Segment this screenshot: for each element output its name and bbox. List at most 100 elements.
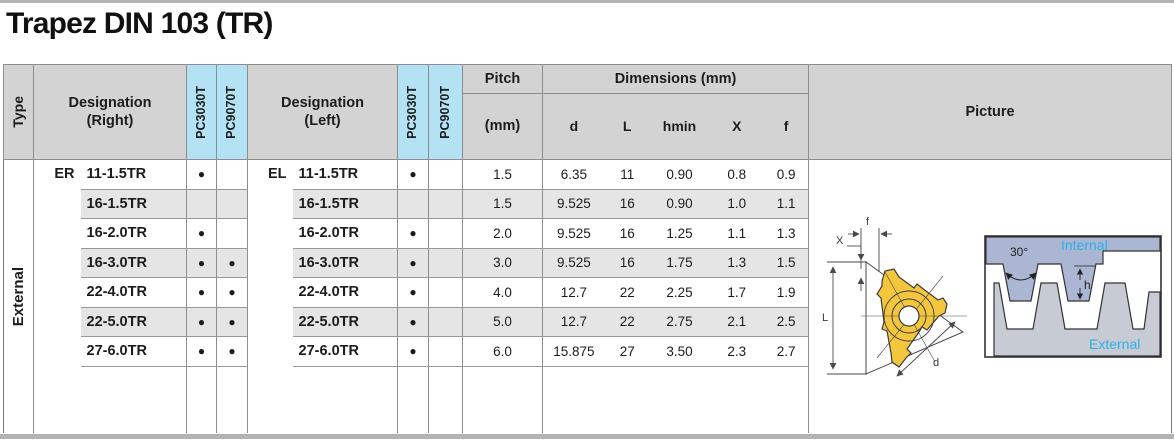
table-row: 16-3.0TR ● ● 16-3.0TR ● 3.0 9.525 16 1.75 1… — [4, 248, 1172, 278]
grade-dot-cell: ● — [397, 307, 430, 337]
pitch-value: 4.0 — [462, 277, 544, 308]
table-row: 16-2.0TR ● 16-2.0TR ● 2.0 9.525 16 1.25 1.1… — [4, 218, 1172, 249]
column-header-grade-pc9070t-left: PC9070T — [428, 64, 464, 160]
column-header-dimensions: Dimensions (mm) — [542, 64, 810, 94]
angle-label: 30° — [1010, 245, 1028, 259]
empty-filler-row — [4, 366, 1172, 433]
grade-dot-cell: ● — [216, 336, 249, 367]
external-thread-shape — [993, 282, 1161, 357]
insert-hole — [898, 305, 920, 327]
insert-spec-table: Type Designation (Right) PC3030T PC9070T… — [3, 64, 1173, 433]
column-header-pitch-unit: (mm) — [462, 93, 544, 160]
dimension-values: 12.7 22 2.75 2.1 2.5 — [542, 307, 810, 337]
header-row-bottom: (mm) d L hmin X f — [4, 93, 1172, 160]
table-row: External ER 11-1.5TR ● EL 11-1.5TR ● 1.5… — [3, 159, 1172, 433]
grade-dot-cell — [216, 218, 249, 249]
pitch-value: 5.0 — [462, 307, 544, 337]
column-header-pitch: Pitch — [462, 64, 544, 94]
grade-dot-cell — [428, 336, 464, 367]
dim-x-label: X — [836, 235, 844, 247]
designation-left: 11-1.5TR — [292, 159, 399, 190]
grade-dot-cell — [428, 159, 464, 190]
prefix-right-label: ER — [54, 166, 75, 182]
grade-dot-cell — [216, 159, 249, 190]
dimension-values: 6.35 11 0.90 0.8 0.9 — [542, 159, 810, 190]
grade-dot-cell: ● — [186, 307, 218, 337]
column-header-grade-pc9070t-right: PC9070T — [216, 64, 249, 160]
grade-dot-cell: ● — [397, 277, 430, 308]
top-divider — [0, 0, 1174, 3]
internal-label: Internal — [1061, 237, 1108, 253]
grade-dot-cell — [397, 189, 430, 219]
external-label: External — [1089, 336, 1140, 352]
prefix-left-label: EL — [267, 166, 287, 182]
dim-l-label: L — [822, 312, 828, 324]
dimension-values: 15.875 27 3.50 2.3 2.7 — [542, 336, 810, 367]
pitch-value: 2.0 — [462, 218, 544, 249]
designation-left: 16-2.0TR — [292, 218, 399, 249]
dim-f-label: f — [866, 216, 870, 228]
grade-dot-cell — [428, 277, 464, 308]
dim-label-X: X — [732, 117, 742, 134]
designation-right: 27-6.0TR — [80, 336, 188, 367]
grade-dot-cell — [186, 189, 218, 219]
dimension-values: 9.525 16 1.25 1.1 1.3 — [542, 218, 810, 249]
designation-left: 16-3.0TR — [292, 248, 399, 278]
dim-d-label: d — [933, 357, 939, 369]
pitch-value: 1.5 — [462, 159, 544, 190]
grade-dot-cell: ● — [397, 336, 430, 367]
h-dimension-label: h — [1084, 278, 1091, 292]
grade-dot-cell: ● — [216, 277, 249, 308]
grade-dot-cell — [428, 307, 464, 337]
dimension-values: 12.7 22 2.25 1.7 1.9 — [542, 277, 810, 308]
designation-right: 16-2.0TR — [80, 218, 188, 249]
dim-label-f: f — [783, 117, 789, 134]
grade-dot-cell — [428, 189, 464, 219]
table-row: 27-6.0TR ● ● 27-6.0TR ● 6.0 15.875 27 3.50… — [4, 336, 1172, 367]
grade-dot-cell: ● — [186, 248, 218, 278]
table-row: 16-1.5TR 16-1.5TR 1.5 9.525 16 0.90 1.0 1.1 — [4, 189, 1172, 219]
bottom-divider — [0, 434, 1174, 439]
designation-right: 16-3.0TR — [80, 248, 188, 278]
grade-dot-cell: ● — [186, 277, 218, 308]
picture-cell: f X L d 30° — [808, 159, 1172, 433]
dim-label-L: L — [622, 117, 632, 134]
grade-dot-cell: ● — [186, 336, 218, 367]
prefix-right-cell: ER — [33, 159, 81, 433]
internal-thread-shape — [985, 236, 1161, 302]
page-title: Trapez DIN 103 (TR) — [6, 7, 273, 40]
thread-profile-diagram: 30° h Internal External — [984, 235, 1162, 358]
grade-dot-cell: ● — [186, 159, 218, 190]
column-header-dim-labels: d L hmin X f — [542, 93, 810, 160]
designation-left: 22-4.0TR — [292, 277, 399, 308]
pitch-value: 3.0 — [462, 248, 544, 278]
type-label-external: External — [10, 266, 27, 327]
designation-right: 22-4.0TR — [80, 277, 188, 308]
dim-label-d: d — [569, 117, 579, 134]
grade-dot-cell: ● — [397, 159, 430, 190]
designation-right: 11-1.5TR — [80, 159, 188, 190]
dimension-values: 9.525 16 1.75 1.3 1.5 — [542, 248, 810, 278]
grade-dot-cell — [428, 218, 464, 249]
column-header-designation-left: Designation (Left) — [247, 64, 399, 160]
insert-dimension-diagram: f X L d — [822, 216, 968, 377]
dimension-values: 9.525 16 0.90 1.0 1.1 — [542, 189, 810, 219]
table-row: 22-4.0TR ● ● 22-4.0TR ● 4.0 12.7 22 2.25 1.… — [4, 277, 1172, 308]
designation-right: 22-5.0TR — [80, 307, 188, 337]
header-row-top: Type Designation (Right) PC3030T PC9070T… — [3, 64, 1173, 160]
grade-dot-cell: ● — [397, 248, 430, 278]
dim-label-hmin: hmin — [662, 117, 697, 134]
column-header-designation-right: Designation (Right) — [32, 64, 188, 160]
column-header-picture: Picture — [808, 64, 1173, 160]
column-header-type: Type — [3, 64, 34, 160]
grade-dot-cell: ● — [186, 218, 218, 249]
grade-dot-cell — [428, 248, 464, 278]
column-header-grade-pc3030t-right: PC3030T — [186, 64, 218, 160]
grade-dot-cell: ● — [397, 218, 430, 249]
table-row: 22-5.0TR ● ● 22-5.0TR ● 5.0 12.7 22 2.75 2.… — [4, 307, 1172, 337]
prefix-left-cell: EL — [247, 159, 293, 433]
pitch-value: 6.0 — [462, 336, 544, 367]
grade-dot-cell: ● — [216, 307, 249, 337]
grade-dot-cell — [216, 189, 249, 219]
